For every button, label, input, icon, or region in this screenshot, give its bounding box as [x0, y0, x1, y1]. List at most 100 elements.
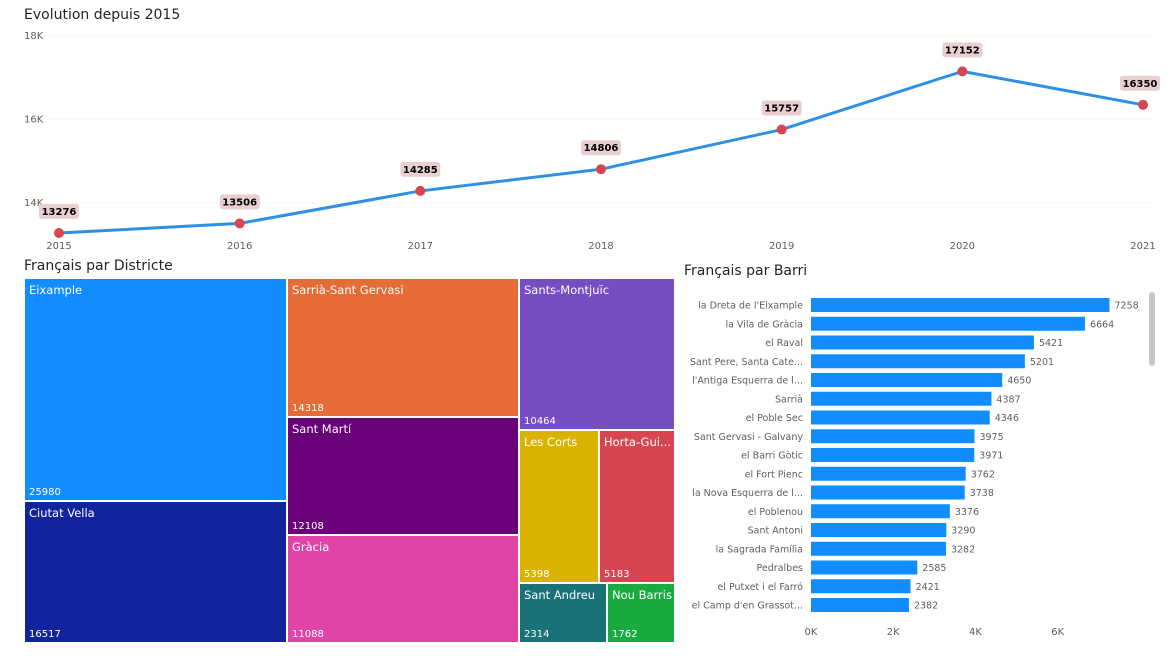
bar: [811, 410, 990, 425]
treemap-cell-label: Eixample: [29, 283, 83, 297]
treemap-cell-sant-andreu[interactable]: Sant Andreu 2314: [519, 583, 607, 643]
value-label: 3975: [979, 432, 1003, 443]
bar: [811, 373, 1003, 387]
data-point: [234, 218, 245, 229]
treemap-cell-sants-montjuic[interactable]: Sants-Montjuïc 10464: [519, 278, 675, 430]
data-point: [957, 66, 968, 77]
data-label: 17152: [945, 45, 980, 56]
value-label: 3282: [951, 544, 975, 555]
y-tick-label: 18K: [24, 31, 44, 42]
bar: [811, 391, 992, 406]
treemap-cell-value: 1762: [612, 629, 638, 640]
value-label: 6664: [1090, 319, 1114, 330]
treemap-cell-value: 25980: [29, 487, 61, 498]
bar: [811, 298, 1110, 312]
treemap-cell-eixample[interactable]: Eixample 25980: [24, 278, 287, 501]
treemap-cell-sant-marti[interactable]: Sant Martí 12108: [287, 417, 519, 535]
treemap-cell-horta-guinardo[interactable]: Horta-Gui... 5183: [599, 430, 675, 583]
category-label: la Dreta de l'Eixample: [698, 301, 803, 312]
x-tick-label: 0K: [805, 627, 818, 638]
bar: [811, 335, 1034, 350]
bar: [811, 560, 918, 575]
treemap-cell-value: 2314: [524, 629, 550, 640]
data-label-background: [39, 204, 79, 220]
treemap-title: Français par Districte: [24, 258, 173, 274]
bar: [811, 485, 965, 500]
data-label-background: [942, 42, 983, 58]
bar: [811, 579, 911, 594]
category-label: Sarrià: [775, 394, 803, 405]
value-label: 3762: [971, 469, 995, 480]
bar-chart-title: Français par Barri: [684, 263, 808, 279]
bar-chart-scrollbar[interactable]: [1149, 292, 1155, 366]
data-point: [415, 185, 426, 196]
bar: [811, 523, 947, 537]
value-label: 2421: [916, 582, 940, 593]
data-label: 16350: [1123, 79, 1158, 90]
line-chart[interactable]: 18K 16K 14K 2015 2016 2017 2018 2019 2020 2021 132…: [0, 0, 1170, 258]
y-tick-label: 16K: [24, 114, 44, 125]
data-label-background: [219, 194, 260, 210]
value-label: 3738: [970, 488, 994, 499]
x-tick-label: 2017: [408, 241, 433, 252]
category-label: el Poble Sec: [746, 413, 803, 424]
x-tick-label: 2015: [46, 241, 71, 252]
treemap-cell-label: Nou Barris: [612, 588, 672, 602]
data-point: [776, 124, 787, 135]
treemap-cell-label: Sarrià-Sant Gervasi: [292, 283, 404, 297]
treemap-cell-label: Sant Andreu: [524, 588, 596, 602]
treemap-cell-value: 10464: [524, 416, 556, 427]
category-label: Sant Pere, Santa Cate...: [690, 357, 803, 368]
bar: [811, 504, 950, 519]
data-label-background: [581, 140, 621, 156]
category-label: Sant Antoni: [748, 526, 803, 537]
x-tick-label: 2020: [950, 241, 975, 252]
bar: [811, 316, 1086, 331]
line-chart-title: Evolution depuis 2015: [24, 7, 181, 23]
data-label: 15757: [764, 104, 799, 115]
value-label: 5201: [1030, 357, 1054, 368]
treemap-cell-value: 5183: [604, 569, 630, 580]
bar: [811, 448, 975, 462]
x-tick-label: 2K: [887, 627, 900, 638]
category-label: el Fort Pienc: [745, 469, 803, 480]
treemap-cell-gracia[interactable]: Gràcia 11088: [287, 535, 519, 643]
category-label: el Poblenou: [748, 507, 803, 518]
treemap-cell-sarria-sant-gervasi[interactable]: Sarrià-Sant Gervasi 14318: [287, 278, 519, 417]
value-label: 4387: [996, 394, 1020, 405]
x-tick-label: 4K: [969, 627, 982, 638]
category-label: Pedralbes: [757, 563, 804, 574]
value-label: 3290: [951, 526, 975, 537]
treemap-cell-value: 5398: [524, 569, 550, 580]
value-label: 2585: [922, 563, 946, 574]
category-label: l'Antiga Esquerra de l...: [692, 376, 803, 387]
treemap-cell-label: Les Corts: [524, 435, 578, 449]
category-label: el Raval: [765, 338, 803, 349]
treemap-cell-label: Sants-Montjuïc: [524, 283, 610, 297]
category-label: la Sagrada Família: [716, 544, 803, 555]
treemap-cell-nou-barris[interactable]: Nou Barris 1762: [607, 583, 675, 643]
x-tick-label: 2016: [227, 241, 252, 252]
data-point: [596, 164, 606, 175]
bar: [811, 429, 975, 444]
data-label: 13506: [222, 197, 257, 208]
data-label: 14285: [403, 165, 438, 176]
data-label-background: [1120, 75, 1160, 91]
treemap-cell-value: 14318: [292, 403, 324, 414]
category-label: el Barri Gòtic: [741, 451, 803, 462]
data-label: 13276: [42, 207, 77, 218]
x-tick-label: 6K: [1051, 627, 1064, 638]
x-tick-label: 2018: [588, 241, 613, 252]
data-label-background: [400, 161, 441, 177]
treemap-cell-les-corts[interactable]: Les Corts 5398: [519, 430, 599, 583]
category-label: Sant Gervasi - Galvany: [694, 432, 804, 443]
bar: [811, 354, 1025, 369]
treemap-cell-label: Horta-Gui...: [604, 435, 671, 449]
treemap-cell-value: 12108: [292, 521, 324, 532]
value-label: 4346: [995, 413, 1019, 424]
treemap-cell-ciutat-vella[interactable]: Ciutat Vella 16517: [24, 501, 287, 643]
x-tick-label: 2019: [769, 241, 794, 252]
treemap-cell-label: Ciutat Vella: [29, 506, 95, 520]
value-label: 2382: [914, 601, 938, 612]
treemap-cell-label: Sant Martí: [292, 422, 352, 436]
